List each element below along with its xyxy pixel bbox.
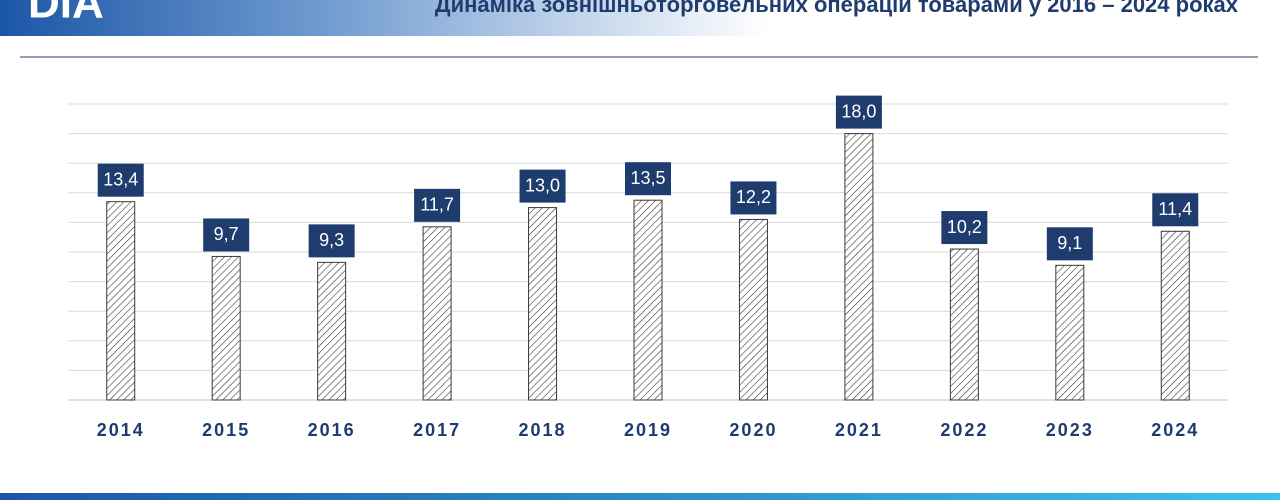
- x-tick-label: 2021: [835, 420, 883, 440]
- value-label: 13,5: [630, 168, 665, 188]
- value-label-box: [941, 211, 988, 245]
- value-label: 11,7: [420, 195, 454, 215]
- value-label: 11,4: [1158, 199, 1192, 219]
- value-label-box: [414, 188, 461, 222]
- bar: [528, 207, 558, 401]
- x-tick-label: 2017: [413, 420, 461, 440]
- value-label: 9,3: [319, 230, 344, 250]
- x-tick-label: 2016: [308, 420, 356, 440]
- x-tick-label: 2015: [202, 420, 250, 440]
- bar: [1160, 230, 1190, 401]
- value-label-box: [835, 95, 882, 129]
- bar: [633, 199, 663, 401]
- x-tick-label: 2018: [519, 420, 567, 440]
- bar: [106, 201, 136, 401]
- bar: [844, 133, 874, 401]
- bar: [949, 248, 979, 401]
- value-label: 9,7: [214, 224, 239, 244]
- bar: [211, 255, 241, 401]
- bar: [738, 218, 768, 401]
- header-band: [0, 0, 1280, 36]
- value-label-box: [519, 169, 566, 203]
- bar: [1055, 264, 1085, 401]
- value-label-box: [308, 224, 355, 258]
- x-tick-label: 2022: [940, 420, 988, 440]
- value-label-box: [97, 163, 144, 197]
- value-label: 18,0: [841, 101, 876, 121]
- x-tick-label: 2019: [624, 420, 672, 440]
- x-tick-label: 2023: [1046, 420, 1094, 440]
- footer-band: [0, 493, 1280, 500]
- x-tick-label: 2014: [97, 420, 145, 440]
- value-label: 13,4: [103, 169, 138, 189]
- value-label-box: [730, 181, 777, 215]
- x-tick-label: 2020: [729, 420, 777, 440]
- value-label: 13,0: [525, 175, 560, 195]
- value-label: 10,2: [947, 217, 982, 237]
- logo: DIA: [28, 0, 104, 28]
- bar: [422, 226, 452, 401]
- value-label-box: [625, 162, 671, 196]
- chart-title: Динаміка зовнішньоторговельних операцій …: [435, 0, 1239, 17]
- value-label-box: [1152, 193, 1199, 227]
- x-tick-label: 2024: [1151, 420, 1199, 440]
- value-label: 12,2: [736, 187, 771, 207]
- value-label: 9,1: [1057, 233, 1082, 253]
- value-label-box: [1046, 227, 1093, 261]
- value-label-box: [203, 218, 250, 252]
- bar: [317, 261, 347, 401]
